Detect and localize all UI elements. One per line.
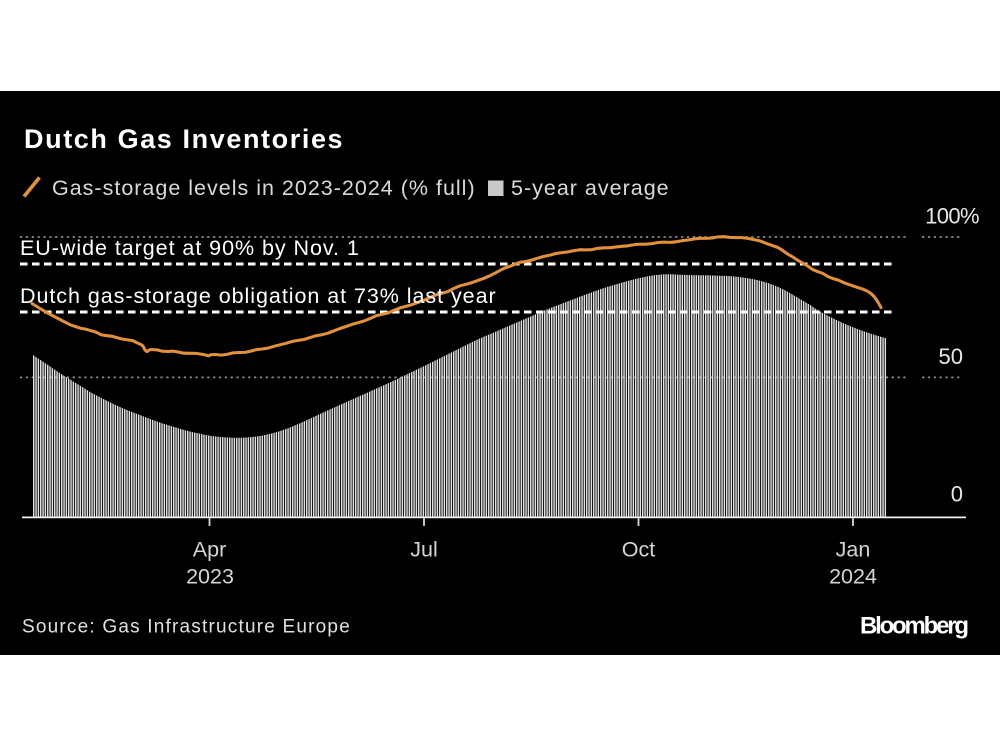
svg-text:Jul: Jul: [410, 538, 437, 562]
svg-text:Jan: Jan: [836, 538, 871, 562]
svg-text:Apr: Apr: [193, 538, 226, 562]
svg-text:Dutch gas-storage obligation a: Dutch gas-storage obligation at 73% last…: [20, 284, 497, 308]
svg-text:2024: 2024: [829, 565, 877, 589]
svg-text:Oct: Oct: [622, 538, 655, 562]
svg-text:Gas-storage levels in 2023-202: Gas-storage levels in 2023-2024 (% full): [52, 176, 476, 200]
svg-text:EU-wide target at 90% by Nov.: EU-wide target at 90% by Nov. 1: [20, 236, 360, 260]
svg-text:100%: 100%: [925, 204, 979, 229]
svg-text:2023: 2023: [186, 565, 234, 589]
svg-text:Dutch Gas Inventories: Dutch Gas Inventories: [24, 124, 344, 154]
svg-text:0: 0: [951, 482, 963, 507]
svg-text:Source: Gas Infrastructure Eur: Source: Gas Infrastructure Europe: [22, 617, 351, 638]
svg-text:Bloomberg: Bloomberg: [860, 613, 968, 640]
svg-text:5-year average: 5-year average: [511, 176, 670, 200]
svg-text:50: 50: [939, 344, 963, 369]
